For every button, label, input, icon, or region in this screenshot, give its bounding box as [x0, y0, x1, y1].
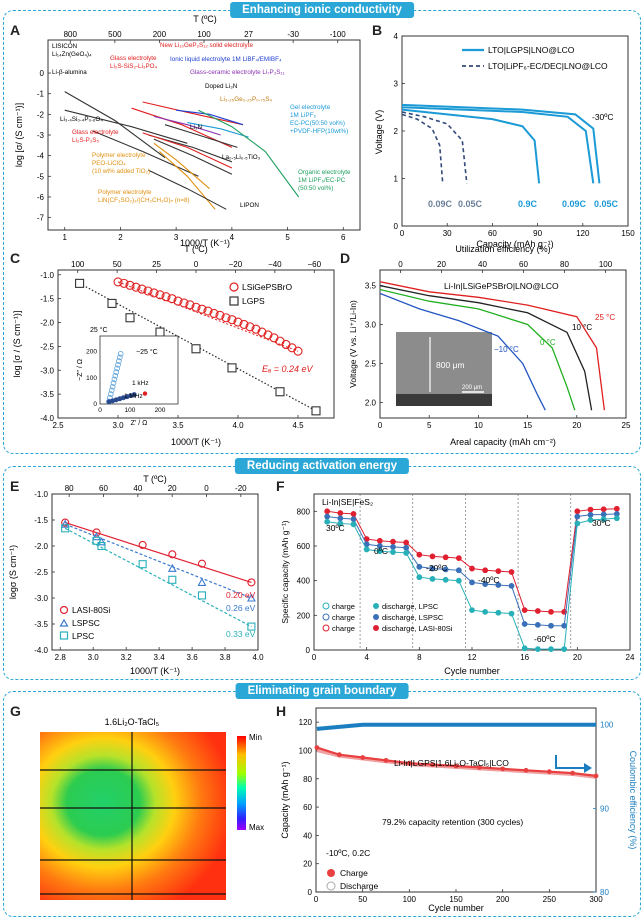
- section-title-ionic: Enhancing ionic conductivity: [230, 2, 414, 18]
- panel-label-e: E: [10, 478, 20, 494]
- panel-label-b: B: [372, 22, 383, 38]
- panel-label-c: C: [10, 250, 21, 266]
- panel-label-f: F: [276, 478, 285, 494]
- panel-label-d: D: [340, 250, 351, 266]
- section-grain: Eliminating grain boundary: [3, 683, 641, 917]
- panel-label-a: A: [10, 22, 21, 38]
- panel-label-h: H: [276, 703, 287, 719]
- section-title-grain: Eliminating grain boundary: [235, 683, 409, 699]
- section-activation: Reducing activation energy: [3, 458, 641, 680]
- section-ionic: Enhancing ionic conductivity: [3, 2, 641, 454]
- section-title-activation: Reducing activation energy: [234, 458, 410, 474]
- panel-label-g: G: [10, 703, 21, 719]
